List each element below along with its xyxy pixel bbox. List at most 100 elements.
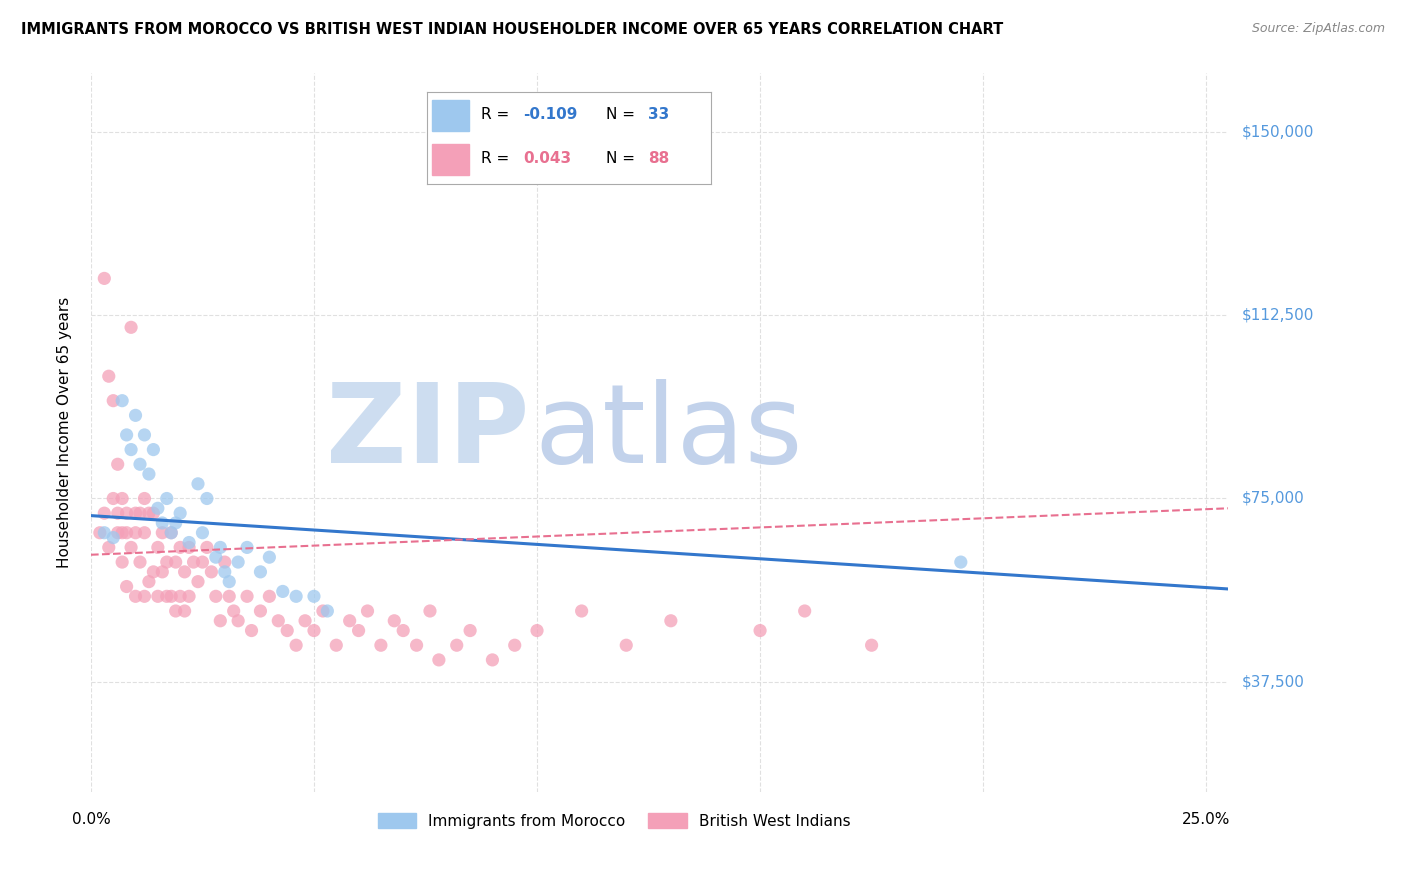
- Point: [526, 624, 548, 638]
- Point: [156, 555, 179, 569]
- Point: [107, 457, 129, 471]
- Text: $75,000: $75,000: [1241, 491, 1305, 506]
- Point: [169, 541, 191, 555]
- Point: [120, 442, 142, 457]
- Point: [146, 501, 169, 516]
- Point: [160, 590, 183, 604]
- Point: [325, 638, 347, 652]
- Point: [187, 574, 209, 589]
- Point: [134, 428, 156, 442]
- Point: [146, 590, 169, 604]
- Point: [160, 525, 183, 540]
- Point: [209, 541, 232, 555]
- Point: [150, 516, 173, 530]
- Point: [177, 541, 200, 555]
- Point: [271, 584, 294, 599]
- Text: 25.0%: 25.0%: [1182, 812, 1230, 827]
- Point: [214, 565, 236, 579]
- Point: [267, 614, 290, 628]
- Point: [503, 638, 526, 652]
- Point: [120, 320, 142, 334]
- Point: [93, 525, 115, 540]
- Point: [249, 604, 271, 618]
- Point: [659, 614, 682, 628]
- Point: [793, 604, 815, 618]
- Point: [150, 565, 173, 579]
- Point: [111, 525, 134, 540]
- Point: [236, 541, 259, 555]
- Point: [142, 442, 165, 457]
- Point: [236, 590, 259, 604]
- Point: [115, 506, 138, 520]
- Point: [150, 525, 173, 540]
- Point: [165, 604, 187, 618]
- Point: [481, 653, 503, 667]
- Point: [749, 624, 772, 638]
- Text: Source: ZipAtlas.com: Source: ZipAtlas.com: [1251, 22, 1385, 36]
- Point: [949, 555, 972, 569]
- Point: [97, 369, 120, 384]
- Point: [120, 541, 142, 555]
- Point: [142, 506, 165, 520]
- Point: [103, 531, 125, 545]
- Point: [103, 491, 125, 506]
- Point: [191, 555, 214, 569]
- Point: [134, 590, 156, 604]
- Point: [115, 525, 138, 540]
- Point: [214, 555, 236, 569]
- Point: [285, 638, 308, 652]
- Point: [165, 555, 187, 569]
- Point: [129, 457, 152, 471]
- Point: [205, 590, 228, 604]
- Point: [339, 614, 361, 628]
- Point: [93, 506, 115, 520]
- Point: [205, 550, 228, 565]
- Point: [115, 580, 138, 594]
- Point: [89, 525, 111, 540]
- Point: [142, 565, 165, 579]
- Point: [294, 614, 316, 628]
- Point: [191, 525, 214, 540]
- Point: [138, 506, 160, 520]
- Point: [276, 624, 298, 638]
- Point: [138, 467, 160, 481]
- Point: [312, 604, 335, 618]
- Point: [124, 590, 146, 604]
- Point: [419, 604, 441, 618]
- Point: [195, 491, 218, 506]
- Point: [860, 638, 883, 652]
- Text: $150,000: $150,000: [1241, 124, 1315, 139]
- Text: $37,500: $37,500: [1241, 674, 1305, 690]
- Point: [259, 590, 281, 604]
- Point: [111, 491, 134, 506]
- Point: [427, 653, 450, 667]
- Point: [115, 428, 138, 442]
- Point: [195, 541, 218, 555]
- Point: [165, 516, 187, 530]
- Point: [173, 604, 195, 618]
- Point: [240, 624, 263, 638]
- Y-axis label: Householder Income Over 65 years: Householder Income Over 65 years: [58, 297, 72, 568]
- Point: [124, 525, 146, 540]
- Point: [347, 624, 370, 638]
- Point: [97, 541, 120, 555]
- Text: atlas: atlas: [534, 379, 803, 486]
- Point: [129, 555, 152, 569]
- Point: [458, 624, 481, 638]
- Point: [446, 638, 468, 652]
- Legend: Immigrants from Morocco, British West Indians: Immigrants from Morocco, British West In…: [371, 806, 856, 835]
- Point: [138, 574, 160, 589]
- Point: [200, 565, 222, 579]
- Point: [103, 393, 125, 408]
- Point: [183, 555, 205, 569]
- Point: [177, 590, 200, 604]
- Point: [146, 541, 169, 555]
- Point: [370, 638, 392, 652]
- Point: [93, 271, 115, 285]
- Point: [222, 604, 245, 618]
- Point: [160, 525, 183, 540]
- Point: [218, 574, 240, 589]
- Text: ZIP: ZIP: [326, 379, 529, 486]
- Point: [249, 565, 271, 579]
- Point: [156, 491, 179, 506]
